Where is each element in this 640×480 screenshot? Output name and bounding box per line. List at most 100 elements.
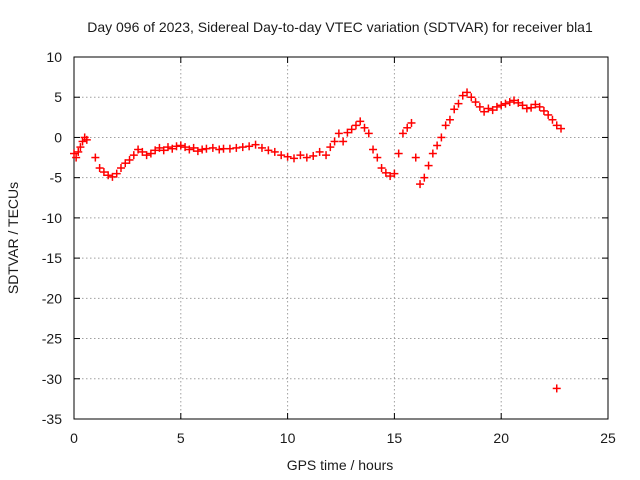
data-point	[185, 145, 194, 154]
x-tick-label: 0	[70, 430, 78, 446]
y-tick-label: -25	[42, 331, 62, 347]
y-tick-label: -35	[42, 411, 62, 427]
y-tick-label: -5	[50, 170, 63, 186]
data-point	[116, 164, 125, 173]
data-point	[454, 99, 463, 108]
data-point	[458, 91, 467, 100]
data-point	[215, 145, 224, 154]
data-point	[257, 143, 266, 152]
data-point	[339, 137, 348, 146]
data-point	[373, 153, 382, 162]
data-point	[416, 180, 425, 189]
data-point	[245, 142, 254, 151]
data-point	[467, 93, 476, 102]
data-point	[70, 149, 78, 158]
data-point	[74, 147, 83, 156]
data-point	[552, 384, 561, 393]
axis-ticks	[73, 56, 609, 420]
data-point	[488, 106, 497, 115]
data-point	[296, 151, 305, 160]
data-point	[407, 118, 416, 127]
x-tick-label: 20	[493, 430, 509, 446]
x-axis-title: GPS time / hours	[287, 457, 394, 473]
y-tick-label: 5	[54, 89, 62, 105]
x-tick-label: 25	[600, 430, 616, 446]
data-point	[390, 169, 399, 178]
data-point	[557, 124, 566, 133]
y-tick-label: -15	[42, 250, 62, 266]
data-point	[480, 107, 489, 116]
plot-frame	[73, 56, 609, 420]
data-point	[129, 151, 138, 160]
data-point	[159, 146, 168, 155]
data-point	[510, 96, 519, 105]
data-point	[290, 154, 299, 163]
data-point	[168, 144, 177, 153]
data-point	[505, 98, 514, 107]
data-point	[463, 88, 472, 97]
data-point	[238, 143, 247, 152]
data-point	[189, 143, 198, 152]
data-point	[193, 147, 202, 156]
y-tick-label: -20	[42, 290, 62, 306]
data-point	[334, 129, 343, 138]
data-point	[351, 121, 360, 130]
data-point	[527, 103, 536, 112]
data-point	[433, 141, 442, 150]
data-point	[146, 149, 155, 158]
data-point	[125, 155, 134, 164]
data-point	[198, 145, 207, 154]
x-tick-label: 5	[177, 430, 185, 446]
data-point	[518, 101, 527, 110]
data-point	[471, 98, 480, 107]
data-point	[138, 147, 147, 156]
data-point	[484, 104, 493, 113]
data-point	[95, 164, 104, 173]
data-point	[428, 149, 437, 158]
data-point	[441, 121, 450, 130]
data-point	[112, 169, 121, 178]
data-point	[151, 146, 160, 155]
data-point	[445, 115, 454, 124]
x-tick-label: 15	[387, 430, 403, 446]
y-axis-title: SDTVAR / TECUs	[5, 182, 21, 294]
y-tick-label: 0	[54, 129, 62, 145]
data-point	[403, 123, 412, 132]
data-point	[277, 151, 286, 160]
data-point	[72, 153, 81, 162]
data-point	[356, 117, 365, 126]
data-point	[369, 145, 378, 154]
data-point	[163, 143, 172, 152]
data-point	[91, 153, 100, 162]
chart-title: Day 096 of 2023, Sidereal Day-to-day VTE…	[87, 19, 593, 35]
data-point	[76, 143, 85, 152]
data-point	[232, 143, 241, 152]
data-point	[270, 147, 279, 156]
data-point	[181, 143, 190, 152]
data-point	[104, 171, 113, 180]
data-point	[552, 121, 561, 130]
data-point	[420, 173, 429, 182]
tick-labels: 0 5 10 15 20 25 10 5 0 -5 -10 -15 -20 -25 -30 -35	[42, 49, 616, 446]
data-point	[208, 143, 217, 152]
data-point	[330, 137, 339, 146]
data-point	[82, 135, 91, 144]
data-point	[497, 101, 506, 110]
data-point	[202, 144, 211, 153]
data-point	[548, 115, 557, 124]
data-point	[176, 141, 185, 150]
data-point	[326, 143, 335, 152]
data-point	[108, 172, 117, 181]
data-point	[99, 168, 108, 177]
data-point	[539, 106, 548, 115]
data-point	[492, 102, 501, 111]
data-point	[360, 123, 369, 132]
data-point	[302, 153, 311, 162]
y-tick-label: -10	[42, 210, 62, 226]
data-point	[142, 151, 151, 160]
data-point	[134, 145, 143, 154]
data-point	[398, 129, 407, 138]
data-point	[78, 137, 87, 146]
data-point	[121, 159, 130, 168]
